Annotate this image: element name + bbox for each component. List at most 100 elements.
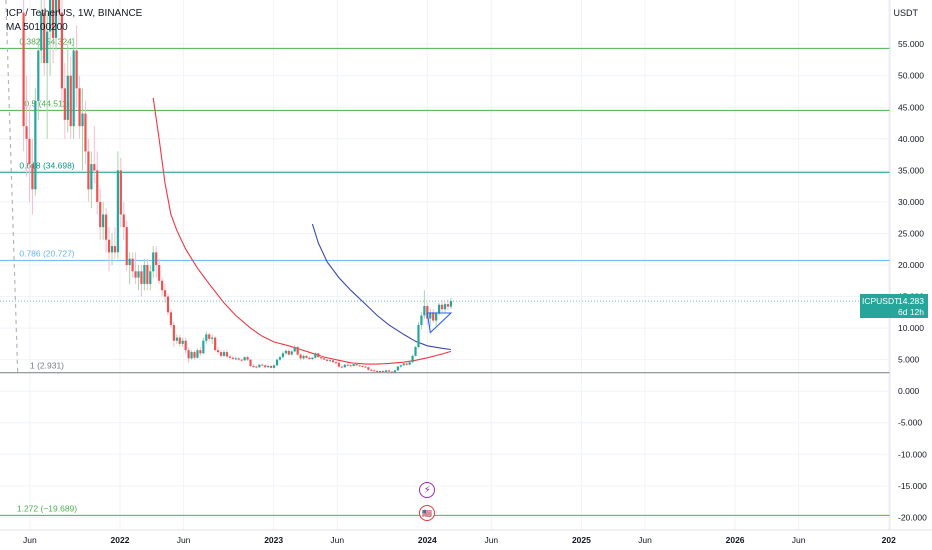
candle[interactable]: [390, 371, 394, 373]
candle[interactable]: [128, 252, 131, 284]
candle[interactable]: [411, 354, 414, 363]
candle[interactable]: [317, 352, 320, 358]
candle[interactable]: [214, 336, 217, 352]
candle[interactable]: [384, 369, 388, 373]
candle[interactable]: [231, 355, 234, 360]
candle[interactable]: [396, 365, 399, 371]
candle[interactable]: [110, 233, 114, 265]
candle[interactable]: [107, 227, 111, 272]
candle[interactable]: [373, 369, 376, 372]
candle[interactable]: [208, 332, 211, 342]
candle[interactable]: [187, 347, 190, 363]
candle[interactable]: [393, 369, 397, 373]
candle[interactable]: [143, 258, 146, 291]
candle[interactable]: [102, 201, 105, 240]
candle[interactable]: [240, 359, 243, 363]
candle[interactable]: [219, 350, 223, 358]
candle[interactable]: [405, 362, 408, 366]
candle[interactable]: [440, 299, 444, 313]
candle[interactable]: [287, 349, 290, 356]
candle[interactable]: [340, 365, 343, 369]
candle[interactable]: [37, 37, 40, 120]
candle[interactable]: [293, 345, 296, 353]
candle[interactable]: [361, 365, 364, 368]
candle[interactable]: [134, 252, 137, 284]
candle[interactable]: [364, 365, 367, 368]
candle[interactable]: [78, 75, 81, 139]
candle[interactable]: [199, 347, 202, 356]
candle[interactable]: [60, 0, 63, 108]
candle[interactable]: [69, 56, 72, 139]
candle[interactable]: [308, 356, 311, 360]
candle[interactable]: [302, 354, 305, 360]
candle[interactable]: [34, 88, 37, 196]
candle[interactable]: [328, 359, 332, 363]
candle[interactable]: [119, 157, 122, 228]
candle[interactable]: [261, 363, 264, 366]
candle[interactable]: [113, 227, 117, 259]
candle[interactable]: [216, 347, 220, 355]
candle[interactable]: [323, 357, 326, 361]
candle[interactable]: [122, 201, 125, 240]
candle[interactable]: [270, 365, 273, 369]
candle[interactable]: [346, 363, 349, 366]
candle[interactable]: [246, 355, 249, 361]
candle[interactable]: [160, 277, 164, 297]
candle[interactable]: [417, 321, 420, 349]
candle[interactable]: [443, 301, 447, 313]
candle[interactable]: [222, 350, 226, 358]
candle[interactable]: [190, 350, 193, 360]
candle[interactable]: [252, 364, 255, 368]
candle[interactable]: [234, 356, 237, 361]
candle[interactable]: [267, 365, 270, 368]
candle[interactable]: [131, 252, 134, 278]
candle[interactable]: [31, 138, 34, 215]
candle[interactable]: [352, 362, 355, 367]
candle[interactable]: [51, 0, 55, 64]
candle[interactable]: [311, 357, 314, 361]
candle[interactable]: [169, 309, 173, 329]
candle[interactable]: [331, 359, 335, 363]
candle[interactable]: [175, 334, 178, 344]
candle[interactable]: [166, 293, 170, 316]
candle[interactable]: [225, 349, 229, 358]
candle[interactable]: [75, 25, 78, 108]
candle[interactable]: [178, 334, 181, 348]
candle[interactable]: [358, 364, 361, 367]
candle[interactable]: [305, 355, 308, 360]
candle[interactable]: [43, 0, 46, 76]
candle[interactable]: [196, 348, 199, 359]
candle[interactable]: [54, 0, 58, 51]
candle[interactable]: [255, 365, 258, 369]
price-axis-unit[interactable]: USDT: [893, 8, 919, 18]
candle[interactable]: [81, 88, 84, 171]
candle[interactable]: [93, 126, 96, 183]
candle[interactable]: [399, 364, 402, 368]
candle[interactable]: [290, 350, 293, 356]
candle[interactable]: [48, 0, 52, 76]
candle[interactable]: [337, 362, 341, 368]
candle[interactable]: [275, 358, 279, 366]
candle[interactable]: [349, 364, 352, 367]
candle[interactable]: [152, 246, 155, 278]
candle[interactable]: [423, 290, 426, 319]
candle[interactable]: [163, 283, 167, 303]
candle[interactable]: [243, 356, 246, 361]
candle[interactable]: [414, 345, 417, 357]
candle[interactable]: [278, 355, 282, 361]
candle[interactable]: [205, 331, 208, 344]
candle[interactable]: [343, 364, 346, 368]
candle[interactable]: [376, 369, 379, 373]
candle[interactable]: [449, 297, 452, 310]
candle[interactable]: [146, 258, 149, 291]
candle[interactable]: [249, 359, 252, 368]
candle[interactable]: [264, 364, 267, 368]
candle[interactable]: [40, 0, 43, 64]
candle[interactable]: [429, 309, 432, 327]
candle[interactable]: [72, 37, 75, 139]
candle[interactable]: [25, 75, 28, 177]
candle[interactable]: [202, 337, 205, 354]
candle[interactable]: [90, 151, 93, 209]
symbol-title[interactable]: ICP / TetherUS, 1W, BINANCE: [6, 8, 143, 19]
candle[interactable]: [382, 370, 385, 373]
